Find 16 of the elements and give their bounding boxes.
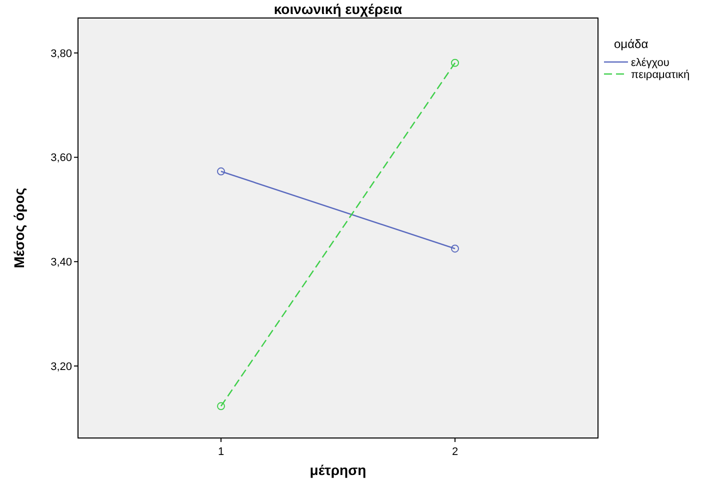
y-tick-label: 3,80 — [50, 48, 72, 60]
legend-title: ομάδα — [614, 37, 648, 51]
point — [451, 244, 459, 253]
y-axis-title: Μέσος όρος — [11, 188, 27, 268]
y-tick-label: 3,20 — [50, 360, 72, 373]
point — [217, 167, 225, 176]
legend-label: ελέγχου — [631, 56, 670, 69]
x-axis-title: μέτρηση — [310, 462, 366, 478]
x-tick-label: 2 — [452, 446, 458, 458]
point — [451, 58, 459, 67]
x-tick-label: 1 — [218, 446, 224, 458]
y-tick-label: 3,40 — [50, 256, 72, 268]
point — [217, 402, 225, 410]
y-tick-label: 3,60 — [50, 152, 72, 164]
chart-title: κοινωνική ευχέρεια — [274, 1, 403, 17]
legend-label: πειραματική — [631, 68, 690, 81]
